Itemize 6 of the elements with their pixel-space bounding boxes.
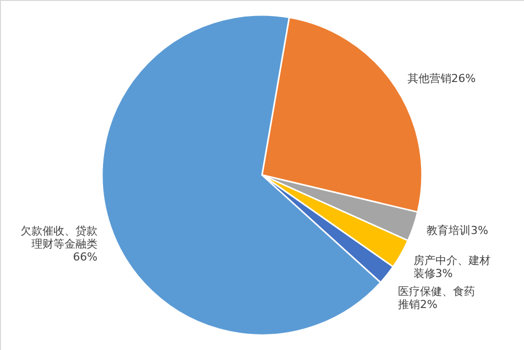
slice-label: 其他营销26% [407,72,476,86]
slice-label: 房产中介、建材装修3% [413,254,490,280]
data-label: 66% [73,250,98,264]
slice-label: 医疗保健、食药推销2% [398,284,475,311]
slice-label: 欠款催收、贷款理财等金融类 [20,224,98,251]
slice-label: 教育培训3% [426,224,488,238]
